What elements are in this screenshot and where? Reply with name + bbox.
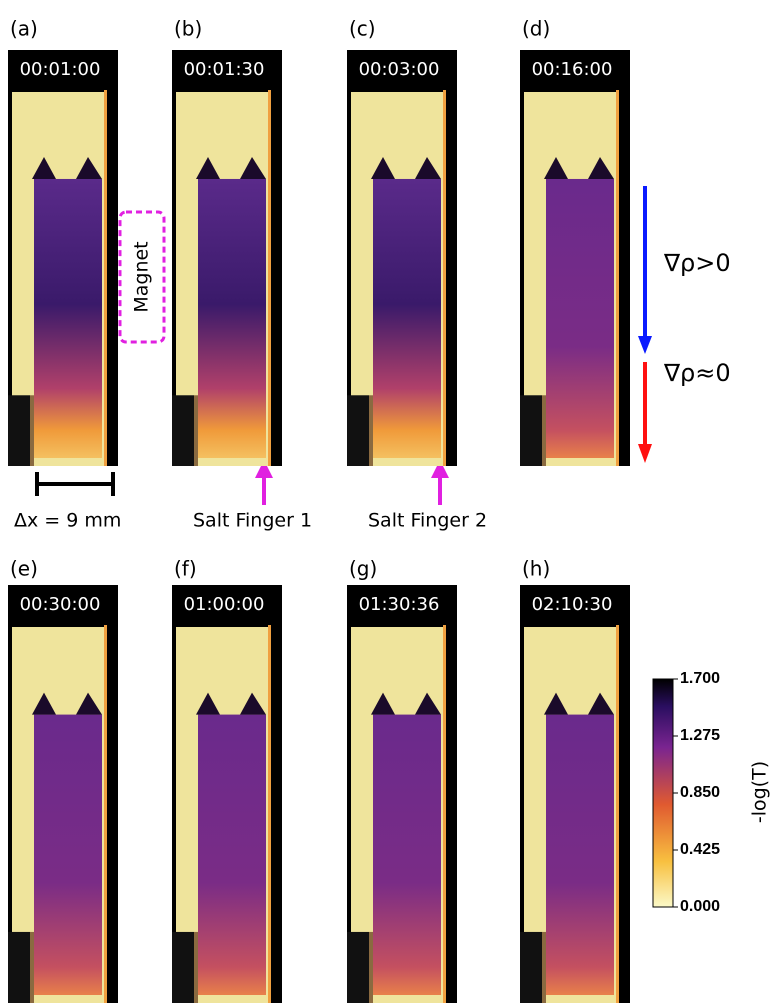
timestamp: 01:00:00 bbox=[184, 594, 265, 615]
bump bbox=[544, 156, 568, 179]
bottom-block bbox=[520, 395, 542, 466]
bottom-edge bbox=[542, 931, 546, 1003]
bump bbox=[76, 156, 102, 179]
timestamp: 00:03:00 bbox=[359, 59, 440, 80]
bump bbox=[415, 692, 441, 715]
colorbar bbox=[652, 678, 674, 908]
panel-label: (d) bbox=[522, 17, 550, 41]
tube-edge bbox=[268, 625, 271, 1003]
bump bbox=[544, 692, 568, 715]
panel-label: (c) bbox=[349, 17, 376, 41]
fluid bbox=[546, 178, 614, 458]
panel-label: (e) bbox=[10, 557, 38, 581]
bottom-block bbox=[8, 931, 30, 1003]
gradient-label: ∇ρ≈0 bbox=[663, 359, 731, 387]
colorbar-tick-label: 0.000 bbox=[680, 898, 720, 915]
panel-label: (h) bbox=[522, 557, 550, 581]
bottom-block bbox=[347, 931, 369, 1003]
bottom-block bbox=[8, 395, 30, 466]
bump bbox=[240, 692, 266, 715]
bottom-edge bbox=[369, 395, 373, 466]
bump bbox=[371, 692, 395, 715]
timestamp: 01:30:36 bbox=[359, 594, 440, 615]
timestamp: 00:30:00 bbox=[20, 594, 101, 615]
fluid bbox=[198, 714, 266, 995]
bump bbox=[415, 156, 441, 179]
bottom-block bbox=[347, 395, 369, 466]
bottom-edge bbox=[542, 395, 546, 466]
fluid bbox=[373, 714, 441, 995]
colorbar-tick-label: 0.425 bbox=[680, 841, 720, 858]
bump bbox=[240, 156, 266, 179]
fluid bbox=[34, 714, 102, 995]
bottom-edge bbox=[194, 395, 198, 466]
salt-finger-label: Salt Finger 1 bbox=[193, 510, 312, 532]
panel-label: (b) bbox=[174, 17, 202, 41]
bottom-block bbox=[172, 931, 194, 1003]
bottom-edge bbox=[30, 931, 34, 1003]
bottom-block bbox=[172, 395, 194, 466]
fluid bbox=[373, 178, 441, 458]
panel-image: 00:16:00 bbox=[520, 50, 630, 466]
fluid bbox=[546, 714, 614, 995]
fluid bbox=[34, 178, 102, 458]
timestamp: 02:10:30 bbox=[532, 594, 613, 615]
bump bbox=[32, 156, 56, 179]
colorbar-tick-label: 1.700 bbox=[680, 670, 720, 687]
tube-edge bbox=[104, 625, 107, 1003]
bottom-edge bbox=[194, 931, 198, 1003]
bump bbox=[196, 692, 220, 715]
timestamp: 00:01:00 bbox=[20, 59, 101, 80]
bump bbox=[588, 156, 614, 179]
bottom-edge bbox=[369, 931, 373, 1003]
tube-edge bbox=[443, 90, 446, 466]
timestamp: 00:16:00 bbox=[532, 59, 613, 80]
tube-edge bbox=[616, 625, 619, 1003]
fluid bbox=[198, 178, 266, 458]
tube-edge bbox=[104, 90, 107, 466]
salt-finger-label: Salt Finger 2 bbox=[368, 510, 487, 532]
tube-edge bbox=[616, 90, 619, 466]
colorbar-tick-label: 1.275 bbox=[680, 727, 720, 744]
panel-image: 00:03:00 bbox=[347, 50, 457, 466]
panel-image: 00:01:00 bbox=[8, 50, 118, 466]
colorbar-label: -log(T) bbox=[749, 761, 771, 823]
panel-label: (g) bbox=[349, 557, 377, 581]
scale-bar bbox=[35, 472, 115, 496]
panel-image: 00:30:00 bbox=[8, 585, 118, 1003]
panel-image: 02:10:30 bbox=[520, 585, 630, 1003]
panel-image: 00:01:30 bbox=[172, 50, 282, 466]
scale-label: Δx = 9 mm bbox=[14, 510, 121, 532]
panels: 00:01:00 00:01:30 00:03:00 00:16:00 00:30:00… bbox=[8, 50, 630, 1003]
tube-edge bbox=[268, 90, 271, 466]
timestamp: 00:01:30 bbox=[184, 59, 265, 80]
bottom-block bbox=[520, 931, 542, 1003]
panel-label: (a) bbox=[10, 17, 38, 41]
panel-label: (f) bbox=[174, 557, 197, 581]
bump bbox=[76, 692, 102, 715]
bump bbox=[196, 156, 220, 179]
tube-edge bbox=[443, 625, 446, 1003]
bottom-edge bbox=[30, 395, 34, 466]
bump bbox=[371, 156, 395, 179]
gradient-arrows bbox=[638, 186, 652, 463]
panel-image: 01:30:36 bbox=[347, 585, 457, 1003]
colorbar-tick-label: 0.850 bbox=[680, 784, 720, 801]
magnet-box bbox=[118, 210, 166, 344]
bump bbox=[32, 692, 56, 715]
bump bbox=[588, 692, 614, 715]
panel-image: 01:00:00 bbox=[172, 585, 282, 1003]
gradient-label: ∇ρ>0 bbox=[663, 249, 731, 277]
salt-finger-arrows bbox=[255, 460, 449, 505]
magnet-label: Magnet bbox=[131, 241, 153, 312]
